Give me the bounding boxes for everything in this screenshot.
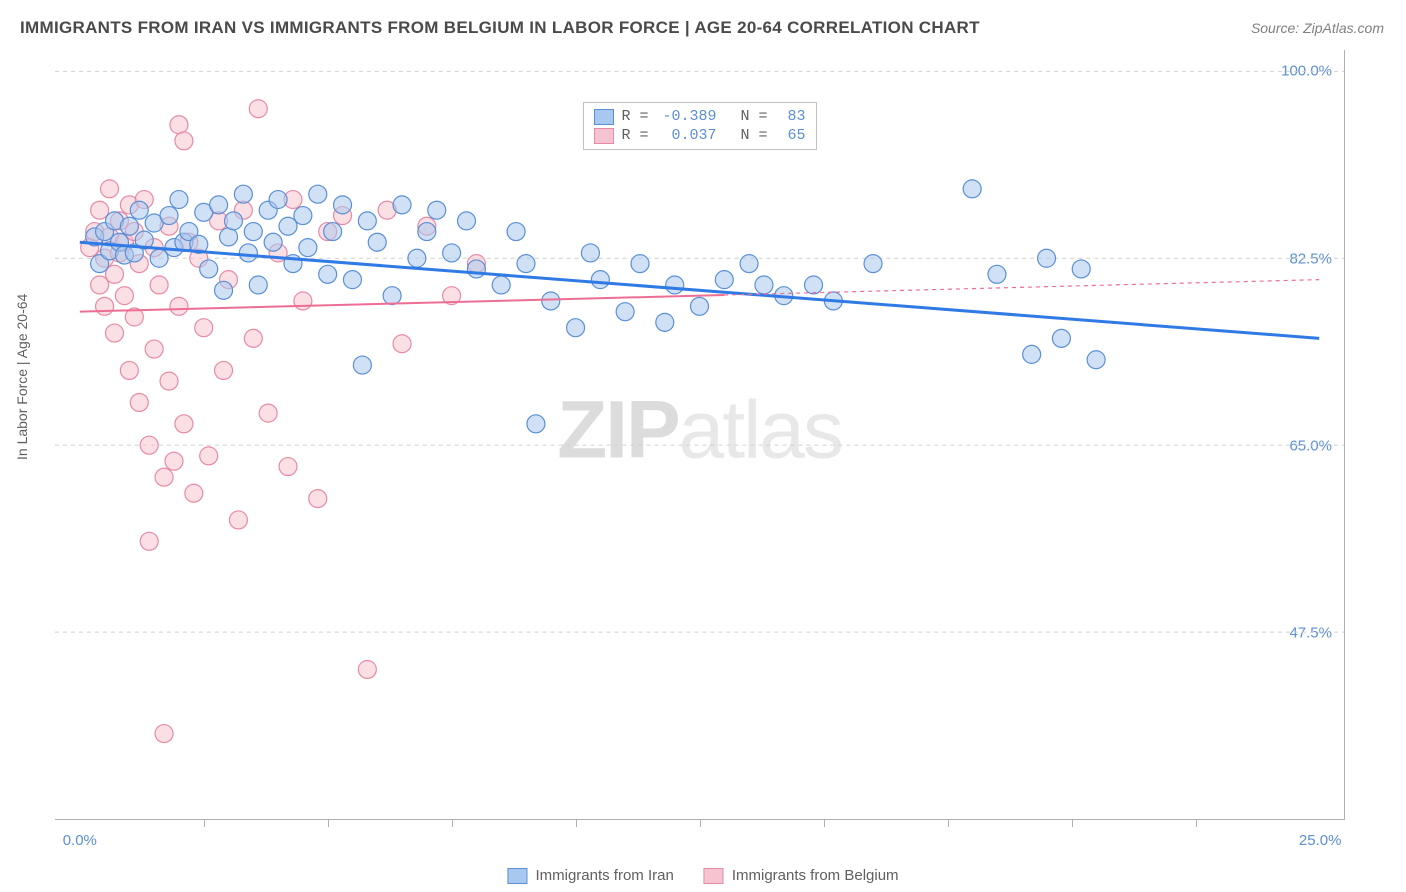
legend-r-label: R = <box>621 108 648 125</box>
legend-correlation-row: R = 0.037 N = 65 <box>593 126 805 145</box>
legend-n-value: 65 <box>776 127 806 144</box>
y-axis-label: In Labor Force | Age 20-64 <box>14 294 30 460</box>
legend-r-value: 0.037 <box>657 127 717 144</box>
legend-series-label: Immigrants from Belgium <box>732 867 899 884</box>
legend-n-label: N = <box>741 127 768 144</box>
source-attribution: Source: ZipAtlas.com <box>1251 20 1384 36</box>
x-tick <box>1196 819 1197 827</box>
x-tick <box>328 819 329 827</box>
legend-n-label: N = <box>741 108 768 125</box>
chart-svg <box>55 50 1344 819</box>
legend-correlation: R = -0.389 N = 83 R = 0.037 N = 65 <box>582 102 816 150</box>
legend-series-item: Immigrants from Belgium <box>704 867 899 884</box>
x-tick <box>1072 819 1073 827</box>
legend-n-value: 83 <box>776 108 806 125</box>
legend-series-item: Immigrants from Iran <box>507 867 673 884</box>
legend-swatch <box>593 128 613 144</box>
chart-title: IMMIGRANTS FROM IRAN VS IMMIGRANTS FROM … <box>20 18 980 38</box>
legend-r-value: -0.389 <box>657 108 717 125</box>
legend-series-label: Immigrants from Iran <box>535 867 673 884</box>
x-tick <box>824 819 825 827</box>
legend-swatch <box>593 109 613 125</box>
legend-swatch <box>704 868 724 884</box>
x-tick-label: 25.0% <box>1299 832 1342 849</box>
x-tick <box>576 819 577 827</box>
x-tick <box>452 819 453 827</box>
x-tick <box>204 819 205 827</box>
legend-swatch <box>507 868 527 884</box>
legend-correlation-row: R = -0.389 N = 83 <box>593 107 805 126</box>
x-tick-label: 0.0% <box>63 832 97 849</box>
legend-series: Immigrants from Iran Immigrants from Belg… <box>507 867 898 884</box>
x-tick <box>948 819 949 827</box>
plot-area: ZIPatlas 100.0%82.5%65.0%47.5% 0.0%25.0%… <box>55 50 1345 820</box>
legend-r-label: R = <box>621 127 648 144</box>
x-tick <box>700 819 701 827</box>
chart-container: IMMIGRANTS FROM IRAN VS IMMIGRANTS FROM … <box>0 0 1406 892</box>
